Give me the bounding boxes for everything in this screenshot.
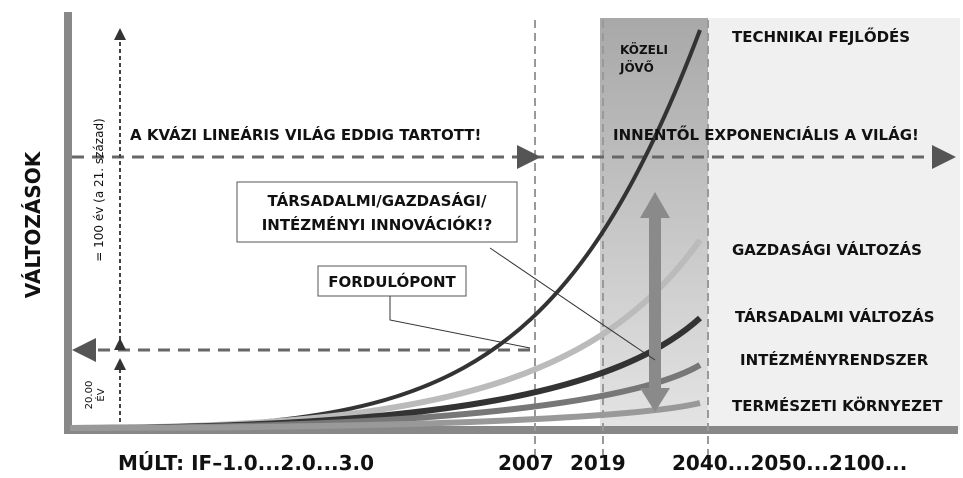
x-label: 2040...2050...2100...	[672, 451, 907, 475]
span-label: = 100 év (a 21. század)	[92, 118, 106, 262]
x-label: 2007	[498, 451, 554, 475]
future-zone	[708, 18, 960, 430]
turning-point: FORDULÓPONT	[328, 272, 456, 291]
turning-point-box	[317, 265, 467, 297]
exponential-world: INNENTŐL EXPONENCIÁLIS A VILÁG!	[613, 124, 919, 144]
y-axis-label: VÁLTOZÁSOK	[21, 150, 45, 298]
innovation-text: TÁRSADALMI/GAZDASÁGI/	[268, 191, 487, 210]
innovation-box	[236, 181, 518, 243]
span-label: ÉV	[94, 388, 107, 401]
innovation-text: INTÉZMÉNYI INNOVÁCIÓK!?	[262, 215, 493, 234]
range-arrow-heads	[640, 192, 670, 412]
x-label: MÚLT: IF–1.0...2.0...3.0	[118, 451, 374, 475]
curve-label: TECHNIKAI FEJLŐDÉS	[732, 26, 910, 46]
pointer	[389, 296, 531, 349]
curve-label: TERMÉSZETI KÖRNYEZET	[732, 396, 943, 415]
curve-label: TÁRSADALMI VÁLTOZÁS	[735, 307, 935, 326]
near-future: KÖZELI	[620, 42, 668, 57]
curve-label: GAZDASÁGI VÁLTOZÁS	[732, 240, 922, 259]
pointer	[489, 247, 656, 361]
span-label: 20.00	[84, 381, 95, 410]
near-future: JÖVŐ	[619, 60, 654, 75]
curve-env	[69, 400, 701, 431]
x-label: 2019	[570, 451, 626, 475]
linear-world: A KVÁZI LINEÁRIS VILÁG EDDIG TARTOTT!	[130, 125, 481, 144]
curve-label: INTÉZMÉNYRENDSZER	[740, 350, 929, 369]
